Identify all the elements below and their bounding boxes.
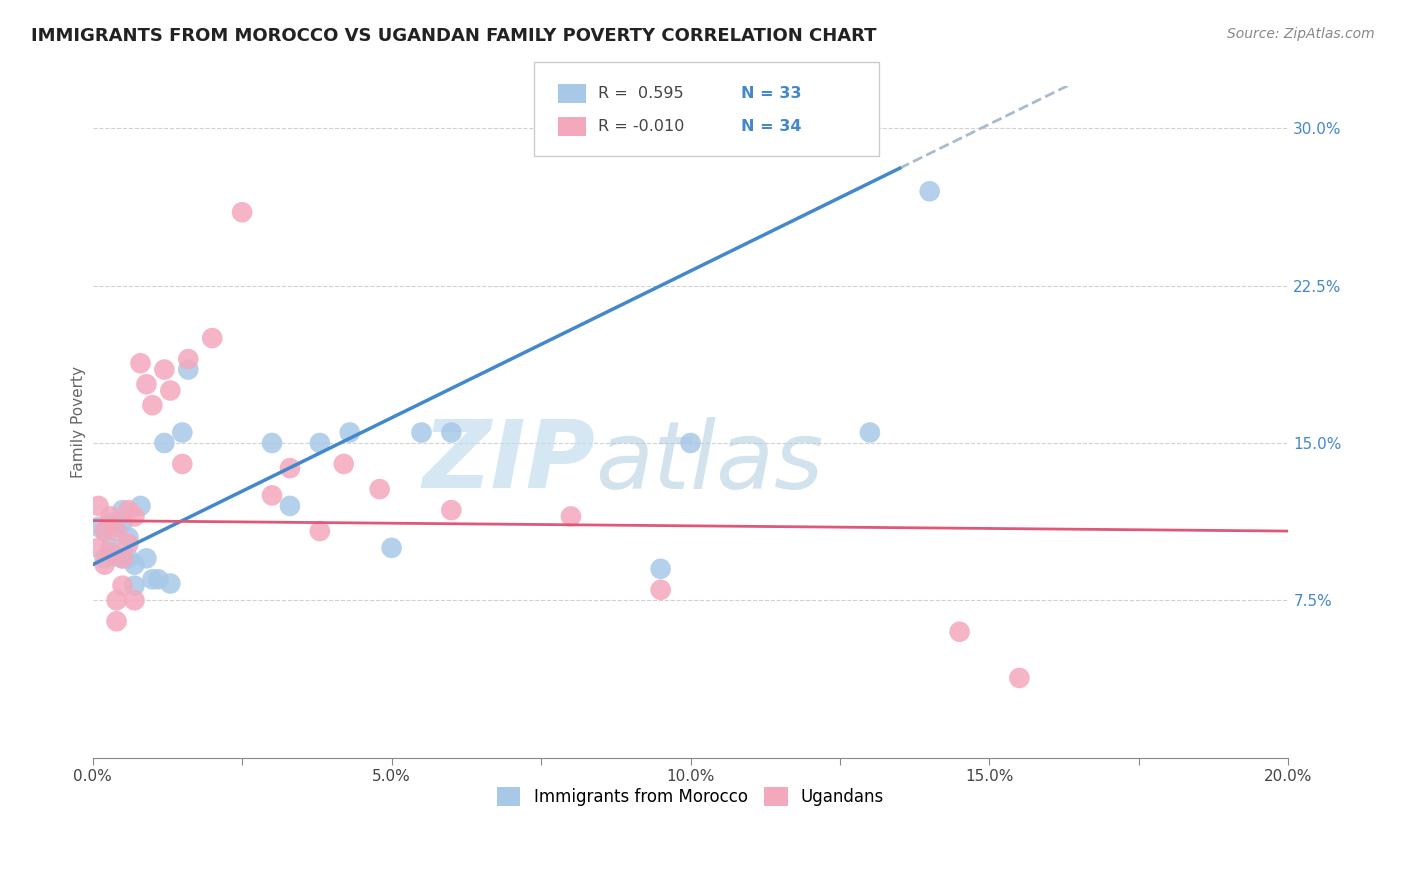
Point — [308, 524, 330, 538]
Point — [111, 551, 134, 566]
Point — [381, 541, 404, 555]
Point — [859, 425, 882, 440]
Point — [1008, 671, 1031, 685]
Point — [124, 579, 146, 593]
Point — [260, 488, 283, 502]
Point — [278, 461, 301, 475]
Point — [87, 520, 110, 534]
Point — [111, 551, 134, 566]
Point — [100, 545, 122, 559]
Legend: Immigrants from Morocco, Ugandans: Immigrants from Morocco, Ugandans — [491, 780, 891, 814]
Point — [129, 499, 152, 513]
Point — [117, 530, 139, 544]
Point — [111, 516, 134, 530]
Point — [141, 572, 163, 586]
Text: Source: ZipAtlas.com: Source: ZipAtlas.com — [1227, 27, 1375, 41]
Text: N = 33: N = 33 — [741, 87, 801, 101]
Point — [159, 576, 181, 591]
Point — [260, 436, 283, 450]
Point — [135, 377, 157, 392]
Point — [368, 482, 391, 496]
Point — [100, 541, 122, 555]
Point — [918, 184, 941, 198]
Point — [650, 562, 672, 576]
Point — [177, 352, 200, 367]
Point — [105, 593, 128, 607]
Point — [560, 509, 582, 524]
Point — [135, 551, 157, 566]
Point — [308, 436, 330, 450]
Text: ZIP: ZIP — [422, 417, 595, 508]
Point — [177, 362, 200, 376]
Point — [117, 503, 139, 517]
Point — [93, 524, 115, 538]
Point — [411, 425, 433, 440]
Y-axis label: Family Poverty: Family Poverty — [72, 366, 86, 478]
Point — [339, 425, 361, 440]
Point — [87, 499, 110, 513]
Point — [172, 457, 194, 471]
Point — [100, 509, 122, 524]
Point — [93, 551, 115, 566]
Text: N = 34: N = 34 — [741, 120, 801, 134]
Point — [332, 457, 354, 471]
Point — [93, 524, 115, 538]
Point — [87, 541, 110, 555]
Point — [93, 558, 115, 572]
Point — [141, 398, 163, 412]
Text: R = -0.010: R = -0.010 — [598, 120, 683, 134]
Point — [440, 503, 463, 517]
Point — [148, 572, 170, 586]
Point — [100, 516, 122, 530]
Point — [153, 362, 176, 376]
Point — [124, 593, 146, 607]
Text: R =  0.595: R = 0.595 — [598, 87, 683, 101]
Text: atlas: atlas — [595, 417, 823, 508]
Point — [440, 425, 463, 440]
Point — [159, 384, 181, 398]
Point — [278, 499, 301, 513]
Point — [948, 624, 970, 639]
Point — [124, 509, 146, 524]
Point — [201, 331, 224, 345]
Point — [117, 536, 139, 550]
Point — [111, 579, 134, 593]
Point — [231, 205, 253, 219]
Text: IMMIGRANTS FROM MOROCCO VS UGANDAN FAMILY POVERTY CORRELATION CHART: IMMIGRANTS FROM MOROCCO VS UGANDAN FAMIL… — [31, 27, 876, 45]
Point — [117, 551, 139, 566]
Point — [153, 436, 176, 450]
Point — [124, 558, 146, 572]
Point — [650, 582, 672, 597]
Point — [111, 503, 134, 517]
Point — [172, 425, 194, 440]
Point — [679, 436, 702, 450]
Point — [105, 524, 128, 538]
Point — [105, 615, 128, 629]
Point — [105, 520, 128, 534]
Point — [129, 356, 152, 370]
Point — [105, 549, 128, 564]
